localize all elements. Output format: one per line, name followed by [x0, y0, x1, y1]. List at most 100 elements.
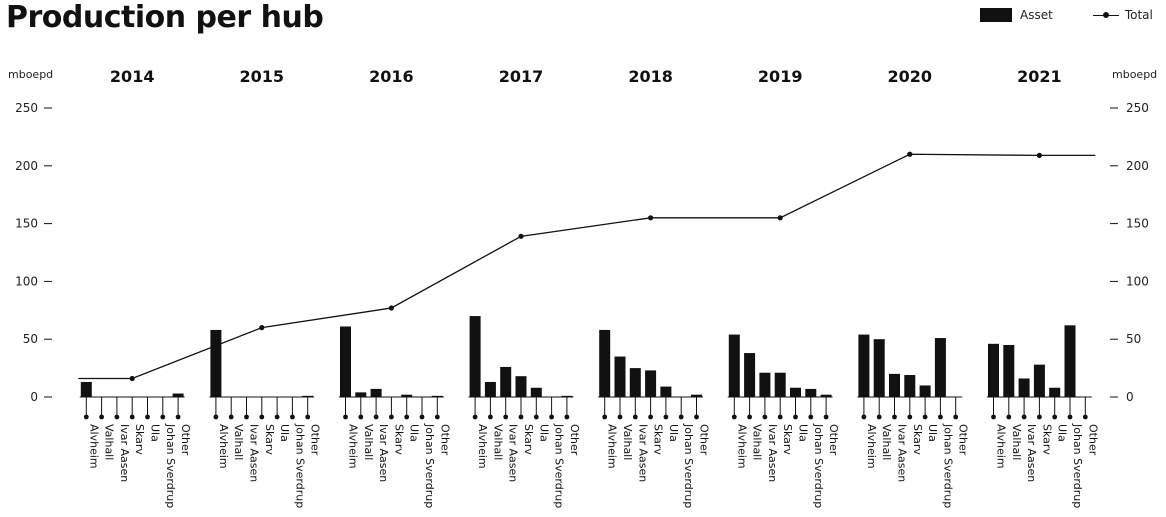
category-label: Ula	[667, 424, 680, 442]
bar-2020-skarv	[904, 375, 916, 397]
total-point	[388, 305, 394, 311]
category-dot	[892, 414, 897, 420]
bar-2018-ula	[660, 386, 672, 397]
total-point	[1036, 152, 1042, 158]
bar-2021-ula	[1049, 387, 1061, 397]
category-label: Ivar Aasen	[377, 424, 390, 482]
year-header-2020: 2020	[888, 67, 933, 86]
chart-title: Production per hub	[6, 0, 324, 35]
category-dot	[907, 414, 913, 420]
y-tick-label-left: 250	[15, 101, 38, 115]
category-label: Ula	[149, 424, 162, 442]
bar-2020-johan-sverdrup	[934, 338, 946, 397]
category-dot	[762, 414, 768, 420]
category-label: Johan Sverdrup	[941, 423, 954, 508]
category-dot	[434, 414, 440, 420]
category-dot	[632, 414, 638, 420]
category-dot	[1082, 414, 1088, 420]
total-point	[518, 233, 524, 239]
category-label: Ivar Aasen	[507, 424, 520, 482]
y-tick-label-right: 100	[1126, 274, 1149, 288]
bar-2014-other	[172, 393, 184, 397]
total-line	[78, 153, 1096, 380]
bar-2021-ivar-aasen	[1018, 378, 1030, 397]
category-label: Alvheim	[87, 424, 100, 469]
category-label: Valhall	[751, 424, 764, 460]
bar-2017-valhall	[484, 381, 496, 397]
category-label: Johan Sverdrup	[293, 423, 306, 508]
total-point	[648, 215, 654, 221]
legend-asset-label: Asset	[1020, 8, 1053, 22]
bar-2016-valhall	[355, 392, 367, 397]
category-label: Skarv	[133, 424, 146, 455]
category-label: Alvheim	[217, 424, 230, 469]
bar-2020-ula	[919, 385, 931, 397]
category-dot	[564, 414, 570, 420]
category-label: Skarv	[652, 424, 665, 455]
y-tick-label-left: 0	[30, 390, 38, 404]
category-dot	[503, 414, 509, 420]
category-label: Valhall	[1010, 424, 1023, 460]
category-dot	[648, 414, 653, 420]
category-label: Valhall	[880, 424, 893, 460]
category-label: Johan Sverdrup	[164, 423, 177, 508]
category-dot	[305, 414, 311, 420]
category-dot	[876, 414, 882, 420]
category-label: Ula	[1056, 424, 1069, 442]
category-dot	[160, 414, 166, 420]
category-label: Valhall	[621, 424, 634, 460]
category-dot	[290, 414, 295, 420]
category-dot	[808, 414, 814, 420]
category-dot	[938, 414, 943, 420]
category-dot	[991, 414, 996, 420]
bar-2016-ula	[401, 394, 413, 397]
category-dot	[404, 414, 410, 420]
bar-2019-ula	[790, 387, 801, 397]
category-dot	[678, 414, 684, 420]
category-label: Ivar Aasen	[766, 424, 779, 482]
y-tick-label-left: 100	[15, 274, 38, 288]
category-dot	[731, 414, 737, 420]
legend-bar-swatch	[980, 8, 1012, 22]
category-dot	[1067, 414, 1073, 420]
category-dot	[244, 414, 249, 420]
bar-2020-ivar-aasen	[889, 373, 900, 397]
bar-2018-alvheim	[599, 329, 611, 397]
y-tick-label-left: 50	[23, 332, 38, 346]
category-label: Ula	[408, 424, 421, 442]
category-label: Valhall	[232, 424, 245, 460]
category-label: Skarv	[911, 424, 924, 455]
legend-item-asset: Asset	[980, 8, 1053, 22]
legend-line-swatch	[1092, 9, 1119, 21]
category-dot	[274, 414, 280, 420]
category-dot	[777, 414, 783, 420]
category-label: Alvheim	[865, 424, 878, 469]
total-point	[777, 215, 783, 221]
bar-2019-valhall	[744, 353, 756, 397]
category-label: Alvheim	[606, 424, 619, 469]
bar-2019-other	[820, 394, 832, 397]
category-label: Skarv	[263, 424, 276, 455]
category-dot	[228, 414, 234, 420]
category-label: Other	[957, 424, 970, 456]
category-dot	[373, 414, 379, 420]
category-label: Ula	[278, 424, 291, 442]
category-label: Ivar Aasen	[118, 424, 131, 482]
total-point	[129, 375, 135, 382]
category-label: Other	[179, 424, 192, 456]
category-dot	[823, 414, 829, 420]
category-label: Other	[1086, 424, 1099, 456]
bar-2019-ivar-aasen	[759, 372, 771, 397]
y-axis-label-left: mboepd	[8, 68, 53, 81]
bar-2017-ula	[530, 387, 542, 397]
year-header-2017: 2017	[499, 67, 544, 86]
category-dot	[694, 414, 699, 420]
chart-legend: Asset Total	[980, 8, 1153, 22]
category-label: Skarv	[1040, 424, 1053, 455]
category-label: Ula	[537, 424, 550, 442]
category-dot	[1021, 414, 1027, 420]
category-dot	[419, 414, 425, 420]
category-label: Ivar Aasen	[896, 424, 909, 482]
category-label: Skarv	[522, 424, 535, 455]
category-dot	[793, 414, 798, 420]
